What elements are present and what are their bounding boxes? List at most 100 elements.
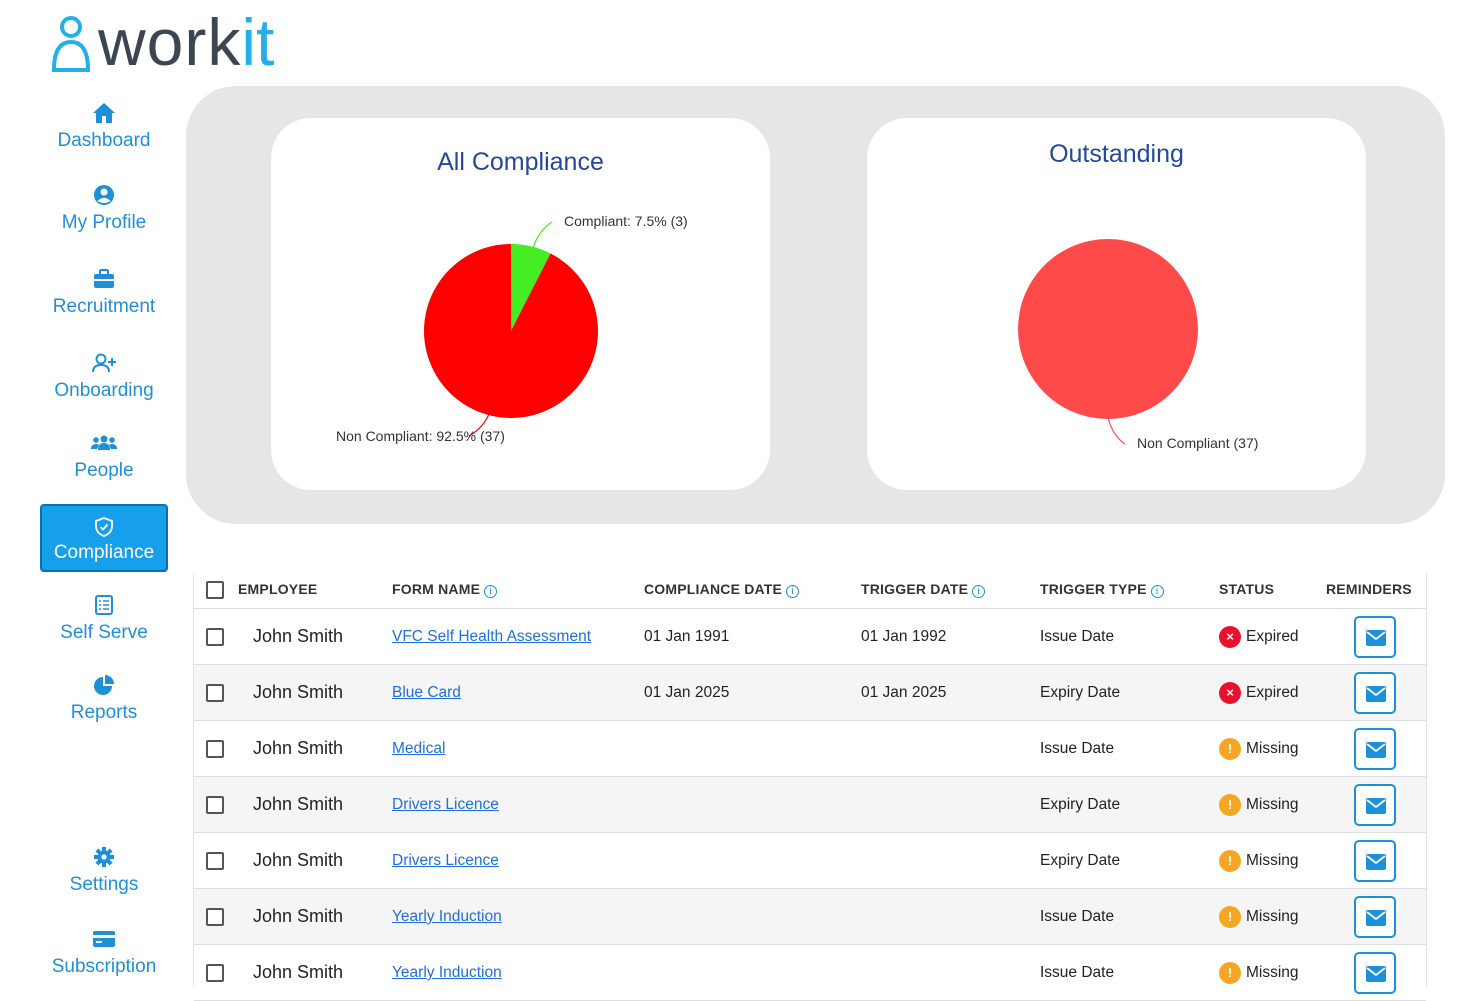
header-form-name[interactable]: FORM NAME i [392,581,498,598]
envelope-icon [1366,798,1386,814]
compliant-data-label: Compliant: 7.5% (3) [564,213,688,229]
form-name-link[interactable]: Blue Card [392,684,461,701]
header-form-name-label: FORM NAME [392,581,481,597]
send-reminder-button[interactable] [1354,896,1396,938]
status-badge: ! Missing [1219,738,1299,760]
credit-card-icon [93,931,115,947]
charts-panel: All Compliance Compliant: 7.5% (3) Non C… [186,86,1445,524]
envelope-icon [1366,686,1386,702]
trigger-type: Issue Date [1040,740,1115,757]
row-checkbox[interactable] [206,908,224,926]
header-compliance-date[interactable]: COMPLIANCE DATE i [644,581,800,598]
sidebar-item-compliance[interactable]: Compliance [40,504,168,572]
row-checkbox[interactable] [206,684,224,702]
compliance-table: EMPLOYEE FORM NAME i COMPLIANCE DATE i TRI… [193,573,1427,1001]
sidebar-item-label: Dashboard [57,130,151,151]
row-checkbox[interactable] [206,964,224,982]
form-name-link[interactable]: Drivers Licence [392,796,499,813]
send-reminder-button[interactable] [1354,840,1396,882]
table-header: EMPLOYEE FORM NAME i COMPLIANCE DATE i TRI… [194,573,1426,609]
status-label: Missing [1246,796,1299,813]
form-name-link[interactable]: Drivers Licence [392,852,499,869]
employee-name: John Smith [253,906,344,926]
sidebar-item-label: Compliance [53,542,155,563]
gear-icon [94,847,114,867]
chart-title: All Compliance [437,148,604,176]
sidebar-item-subscription[interactable]: Subscription [40,928,168,978]
sidebar-item-onboarding[interactable]: Onboarding [40,352,168,402]
user-plus-icon [92,353,116,373]
employee-name: John Smith [253,962,344,982]
header-employee[interactable]: EMPLOYEE [238,581,318,597]
envelope-icon [1366,854,1386,870]
row-checkbox[interactable] [206,628,224,646]
sidebar-item-my-profile[interactable]: My Profile [40,184,168,234]
sidebar-item-label: Recruitment [52,296,156,317]
warning-exclamation-icon: ! [1219,794,1241,816]
employee-name: John Smith [253,626,344,646]
form-name-link[interactable]: VFC Self Health Assessment [392,628,591,645]
header-trigger-date-label: TRIGGER DATE [861,581,969,597]
info-icon[interactable]: i [1150,585,1164,598]
employee-name: John Smith [253,850,344,870]
send-reminder-button[interactable] [1354,952,1396,994]
trigger-type: Expiry Date [1040,796,1121,813]
sidebar-item-label: Subscription [51,956,157,977]
employee-name: John Smith [253,738,344,758]
status-badge: ! Missing [1219,794,1299,816]
header-trigger-type-label: TRIGGER TYPE [1040,581,1147,597]
warning-exclamation-icon: ! [1219,850,1241,872]
send-reminder-button[interactable] [1354,616,1396,658]
trigger-type: Issue Date [1040,964,1115,981]
warning-exclamation-icon: ! [1219,738,1241,760]
header-trigger-date[interactable]: TRIGGER DATE i [861,581,986,598]
pie-slice-non-compliant[interactable] [1018,239,1198,419]
send-reminder-button[interactable] [1354,672,1396,714]
table-row: John Smith Medical Issue Date ! Missing [194,721,1426,777]
select-all-checkbox[interactable] [206,581,224,599]
envelope-icon [1366,966,1386,982]
header-trigger-type[interactable]: TRIGGER TYPE i [1040,581,1164,598]
table-row: John Smith Drivers Licence Expiry Date! Mis… [194,777,1426,833]
status-label: Expired [1246,684,1299,701]
app-logo: work it [48,6,274,75]
status-badge: ! Missing [1219,906,1299,928]
sidebar-item-reports[interactable]: Reports [40,674,168,724]
info-icon[interactable]: i [786,585,800,598]
status-badge: × Expired [1219,626,1299,648]
info-icon[interactable]: i [972,585,986,598]
pie-slice-compliant[interactable] [511,244,551,331]
non-compliant-leader-line [468,413,490,437]
info-icon[interactable]: i [484,585,498,598]
row-checkbox[interactable] [206,852,224,870]
shield-check-icon [95,517,113,537]
row-checkbox[interactable] [206,740,224,758]
form-name-link[interactable]: Yearly Induction [392,964,502,981]
trigger-type: Expiry Date [1040,852,1121,869]
sidebar-item-recruitment[interactable]: Recruitment [40,268,168,318]
form-name-link[interactable]: Medical [392,740,446,757]
header-status[interactable]: STATUS [1219,581,1275,597]
form-name-link[interactable]: Yearly Induction [392,908,502,925]
row-checkbox[interactable] [206,796,224,814]
pie-chart-icon [94,675,114,695]
non-compliant-data-label: Non Compliant (37) [1137,435,1258,451]
table-row: John Smith Yearly Induction Issue Date! Mis… [194,889,1426,945]
sidebar-item-settings[interactable]: Settings [40,846,168,896]
sidebar-item-people[interactable]: People [40,432,168,482]
sidebar-item-dashboard[interactable]: Dashboard [40,102,168,152]
send-reminder-button[interactable] [1354,784,1396,826]
table-row: John Smith Blue Card 01 Jan 2025 01 Jan 202… [194,665,1426,721]
sidebar-item-self-serve[interactable]: Self Serve [40,594,168,644]
trigger-date: 01 Jan 1992 [861,628,947,645]
chart-title: Outstanding [1049,140,1184,168]
all-compliance-pie: Compliant: 7.5% (3) Non Compliant: 92.5%… [336,213,688,444]
envelope-icon [1366,910,1386,926]
compliance-date: 01 Jan 2025 [644,684,730,701]
pie-slice-non-compliant[interactable] [423,243,598,418]
status-badge: ! Missing [1219,850,1299,872]
employee-name: John Smith [253,682,344,702]
employee-name: John Smith [253,794,344,814]
trigger-type: Issue Date [1040,628,1115,645]
send-reminder-button[interactable] [1354,728,1396,770]
